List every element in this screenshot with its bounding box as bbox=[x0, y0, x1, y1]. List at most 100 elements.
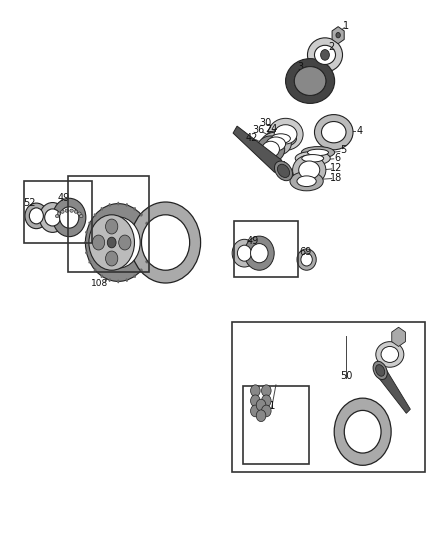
Ellipse shape bbox=[334, 30, 343, 41]
Ellipse shape bbox=[79, 214, 83, 217]
Ellipse shape bbox=[302, 155, 324, 162]
Bar bbox=[24, 181, 92, 243]
Polygon shape bbox=[376, 366, 410, 413]
Circle shape bbox=[261, 395, 271, 407]
Ellipse shape bbox=[109, 203, 111, 207]
Ellipse shape bbox=[140, 213, 143, 216]
Polygon shape bbox=[392, 327, 406, 346]
Circle shape bbox=[89, 215, 134, 270]
Text: 6: 6 bbox=[334, 153, 340, 163]
Ellipse shape bbox=[134, 207, 136, 211]
Ellipse shape bbox=[85, 204, 151, 281]
Text: 18: 18 bbox=[330, 173, 343, 183]
Ellipse shape bbox=[88, 222, 91, 224]
Ellipse shape bbox=[301, 147, 335, 158]
Text: 1: 1 bbox=[343, 21, 349, 30]
Ellipse shape bbox=[232, 239, 257, 267]
Ellipse shape bbox=[65, 209, 69, 212]
Ellipse shape bbox=[294, 67, 326, 95]
Ellipse shape bbox=[145, 222, 148, 224]
Ellipse shape bbox=[70, 209, 73, 212]
Ellipse shape bbox=[301, 253, 312, 266]
Ellipse shape bbox=[307, 38, 343, 72]
Circle shape bbox=[106, 219, 118, 234]
Ellipse shape bbox=[251, 244, 268, 263]
Ellipse shape bbox=[373, 361, 387, 379]
Ellipse shape bbox=[297, 176, 316, 187]
Ellipse shape bbox=[294, 67, 326, 95]
Ellipse shape bbox=[101, 274, 103, 278]
Circle shape bbox=[251, 395, 260, 407]
Ellipse shape bbox=[140, 269, 143, 272]
Ellipse shape bbox=[148, 231, 152, 234]
Text: 69: 69 bbox=[299, 247, 311, 256]
Ellipse shape bbox=[84, 241, 87, 244]
Ellipse shape bbox=[85, 231, 88, 234]
Ellipse shape bbox=[148, 251, 152, 254]
Text: 49: 49 bbox=[247, 236, 259, 246]
Ellipse shape bbox=[56, 214, 59, 217]
Ellipse shape bbox=[60, 207, 79, 228]
Ellipse shape bbox=[29, 208, 43, 224]
Text: 3: 3 bbox=[297, 62, 304, 71]
Ellipse shape bbox=[334, 398, 391, 465]
Bar bbox=[243, 386, 309, 464]
Ellipse shape bbox=[109, 278, 111, 282]
Ellipse shape bbox=[261, 132, 291, 156]
Ellipse shape bbox=[268, 118, 303, 150]
Ellipse shape bbox=[78, 212, 81, 215]
Ellipse shape bbox=[74, 210, 78, 213]
Ellipse shape bbox=[134, 274, 136, 278]
Ellipse shape bbox=[244, 236, 274, 270]
Ellipse shape bbox=[257, 136, 285, 163]
Bar bbox=[234, 221, 298, 277]
Ellipse shape bbox=[293, 155, 326, 185]
Circle shape bbox=[106, 251, 118, 266]
Ellipse shape bbox=[145, 261, 148, 263]
Text: 24: 24 bbox=[265, 124, 278, 134]
Circle shape bbox=[251, 405, 260, 417]
Circle shape bbox=[251, 385, 260, 397]
Ellipse shape bbox=[141, 215, 190, 270]
Text: 52: 52 bbox=[24, 198, 36, 207]
Ellipse shape bbox=[297, 249, 316, 270]
Ellipse shape bbox=[336, 33, 340, 38]
Ellipse shape bbox=[376, 365, 385, 376]
Ellipse shape bbox=[286, 59, 335, 103]
Ellipse shape bbox=[39, 203, 66, 232]
Ellipse shape bbox=[57, 212, 61, 215]
Text: 50: 50 bbox=[340, 371, 352, 381]
Ellipse shape bbox=[271, 134, 290, 143]
Text: 30: 30 bbox=[259, 118, 271, 127]
Circle shape bbox=[119, 235, 131, 250]
Ellipse shape bbox=[314, 115, 353, 150]
Text: 4: 4 bbox=[356, 126, 362, 135]
Ellipse shape bbox=[307, 149, 328, 156]
Ellipse shape bbox=[265, 130, 297, 147]
Ellipse shape bbox=[314, 45, 336, 64]
Ellipse shape bbox=[131, 202, 201, 283]
Ellipse shape bbox=[275, 161, 293, 181]
Ellipse shape bbox=[150, 241, 153, 244]
Circle shape bbox=[261, 385, 271, 397]
Ellipse shape bbox=[344, 410, 381, 453]
Ellipse shape bbox=[25, 203, 48, 229]
Ellipse shape bbox=[53, 198, 86, 237]
Bar bbox=[232, 322, 425, 472]
Ellipse shape bbox=[237, 245, 251, 261]
Circle shape bbox=[321, 50, 329, 60]
Ellipse shape bbox=[94, 213, 96, 216]
Ellipse shape bbox=[85, 251, 88, 254]
Circle shape bbox=[256, 399, 266, 411]
Ellipse shape bbox=[96, 217, 140, 268]
Ellipse shape bbox=[381, 346, 399, 362]
Ellipse shape bbox=[126, 278, 128, 282]
Text: 108: 108 bbox=[91, 279, 109, 288]
Circle shape bbox=[92, 235, 105, 250]
Bar bbox=[68, 176, 149, 272]
Ellipse shape bbox=[376, 342, 404, 367]
Text: 51: 51 bbox=[263, 401, 276, 411]
Text: 48: 48 bbox=[278, 170, 290, 180]
Ellipse shape bbox=[88, 261, 91, 263]
Ellipse shape bbox=[321, 122, 346, 143]
